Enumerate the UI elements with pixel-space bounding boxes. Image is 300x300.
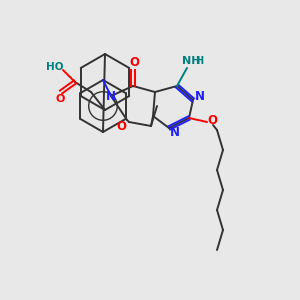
Text: O: O [55, 94, 65, 104]
Text: N: N [195, 91, 205, 103]
Text: H: H [195, 56, 203, 66]
Text: O: O [129, 56, 139, 70]
Text: N: N [106, 89, 116, 103]
Text: NH: NH [182, 56, 200, 66]
Text: HO: HO [46, 62, 64, 72]
Text: N: N [170, 127, 180, 140]
Text: O: O [207, 115, 217, 128]
Text: O: O [116, 119, 126, 133]
